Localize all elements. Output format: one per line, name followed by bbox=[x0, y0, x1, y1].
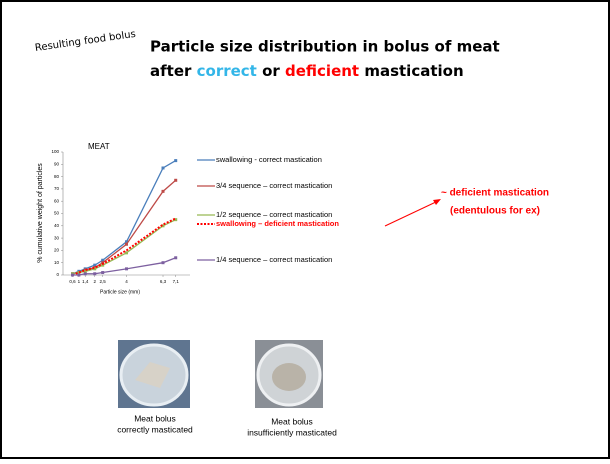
arrow-head bbox=[433, 199, 441, 205]
title-line: Particle size distribution in bolus of m… bbox=[150, 38, 500, 56]
photo bbox=[118, 340, 190, 408]
y-tick-label: 70 bbox=[54, 186, 60, 191]
x-tick-label: 7,1 bbox=[173, 279, 180, 284]
x-tick-label: 6,3 bbox=[160, 279, 167, 284]
y-tick-label: 90 bbox=[54, 161, 60, 166]
point bbox=[101, 263, 105, 267]
point bbox=[174, 256, 178, 260]
point bbox=[77, 273, 81, 277]
y-tick-label: 60 bbox=[54, 198, 60, 203]
title-line: after correct or deficient mastication bbox=[150, 62, 464, 80]
point bbox=[101, 258, 105, 262]
point bbox=[93, 263, 97, 267]
legend-label: swallowing – deficient mastication bbox=[216, 219, 339, 228]
point bbox=[83, 272, 87, 276]
x-tick-label: 1 bbox=[78, 279, 81, 284]
annotation: (edentulous for ex) bbox=[450, 206, 540, 217]
y-tick-label: 80 bbox=[54, 174, 60, 179]
y-tick-label: 10 bbox=[54, 260, 60, 265]
arrow bbox=[384, 200, 439, 227]
series-line bbox=[72, 217, 177, 276]
caption: insufficiently masticated bbox=[247, 427, 337, 437]
chart-title: MEAT bbox=[88, 142, 110, 151]
caption: correctly masticated bbox=[117, 424, 193, 434]
y-tick-label: 50 bbox=[54, 211, 60, 216]
caption: Meat bolus bbox=[271, 416, 313, 426]
caption: Meat bolus bbox=[134, 413, 176, 423]
point bbox=[101, 261, 105, 265]
legend-label: swallowing - correct mastication bbox=[216, 155, 322, 164]
annotation: ~ deficient mastication bbox=[441, 188, 549, 199]
point bbox=[161, 261, 165, 265]
point bbox=[101, 271, 105, 275]
legend-label: 1/4 sequence – correct mastication bbox=[216, 255, 332, 264]
point bbox=[174, 159, 178, 163]
y-tick-label: 0 bbox=[56, 272, 59, 277]
x-tick-label: 4 bbox=[125, 279, 128, 284]
point bbox=[125, 251, 128, 255]
y-tick-label: 30 bbox=[54, 235, 60, 240]
point bbox=[125, 267, 128, 271]
x-axis-label: Particle size (mm) bbox=[100, 289, 140, 295]
legend-label: 3/4 sequence – correct mastication bbox=[216, 181, 332, 190]
point bbox=[161, 224, 165, 228]
point bbox=[83, 269, 87, 273]
y-axis-label: % cumulative weight of particles bbox=[37, 163, 44, 263]
x-tick-label: 0,6 bbox=[69, 279, 76, 284]
point bbox=[71, 273, 75, 277]
point bbox=[77, 271, 81, 275]
legend-label: 1/2 sequence – correct mastication bbox=[216, 210, 332, 219]
y-tick-label: 40 bbox=[54, 223, 60, 228]
point bbox=[161, 189, 165, 193]
photo bbox=[255, 340, 323, 408]
y-tick-label: 100 bbox=[51, 149, 59, 154]
x-tick-label: 2,5 bbox=[100, 279, 107, 284]
point bbox=[125, 242, 128, 246]
x-tick-label: 1,4 bbox=[82, 279, 89, 284]
point bbox=[93, 267, 97, 271]
y-tick-label: 20 bbox=[54, 248, 60, 253]
point bbox=[125, 240, 128, 244]
x-tick-label: 2 bbox=[93, 279, 96, 284]
point bbox=[174, 178, 178, 182]
point bbox=[161, 166, 165, 170]
point bbox=[93, 272, 97, 276]
point bbox=[174, 218, 178, 222]
